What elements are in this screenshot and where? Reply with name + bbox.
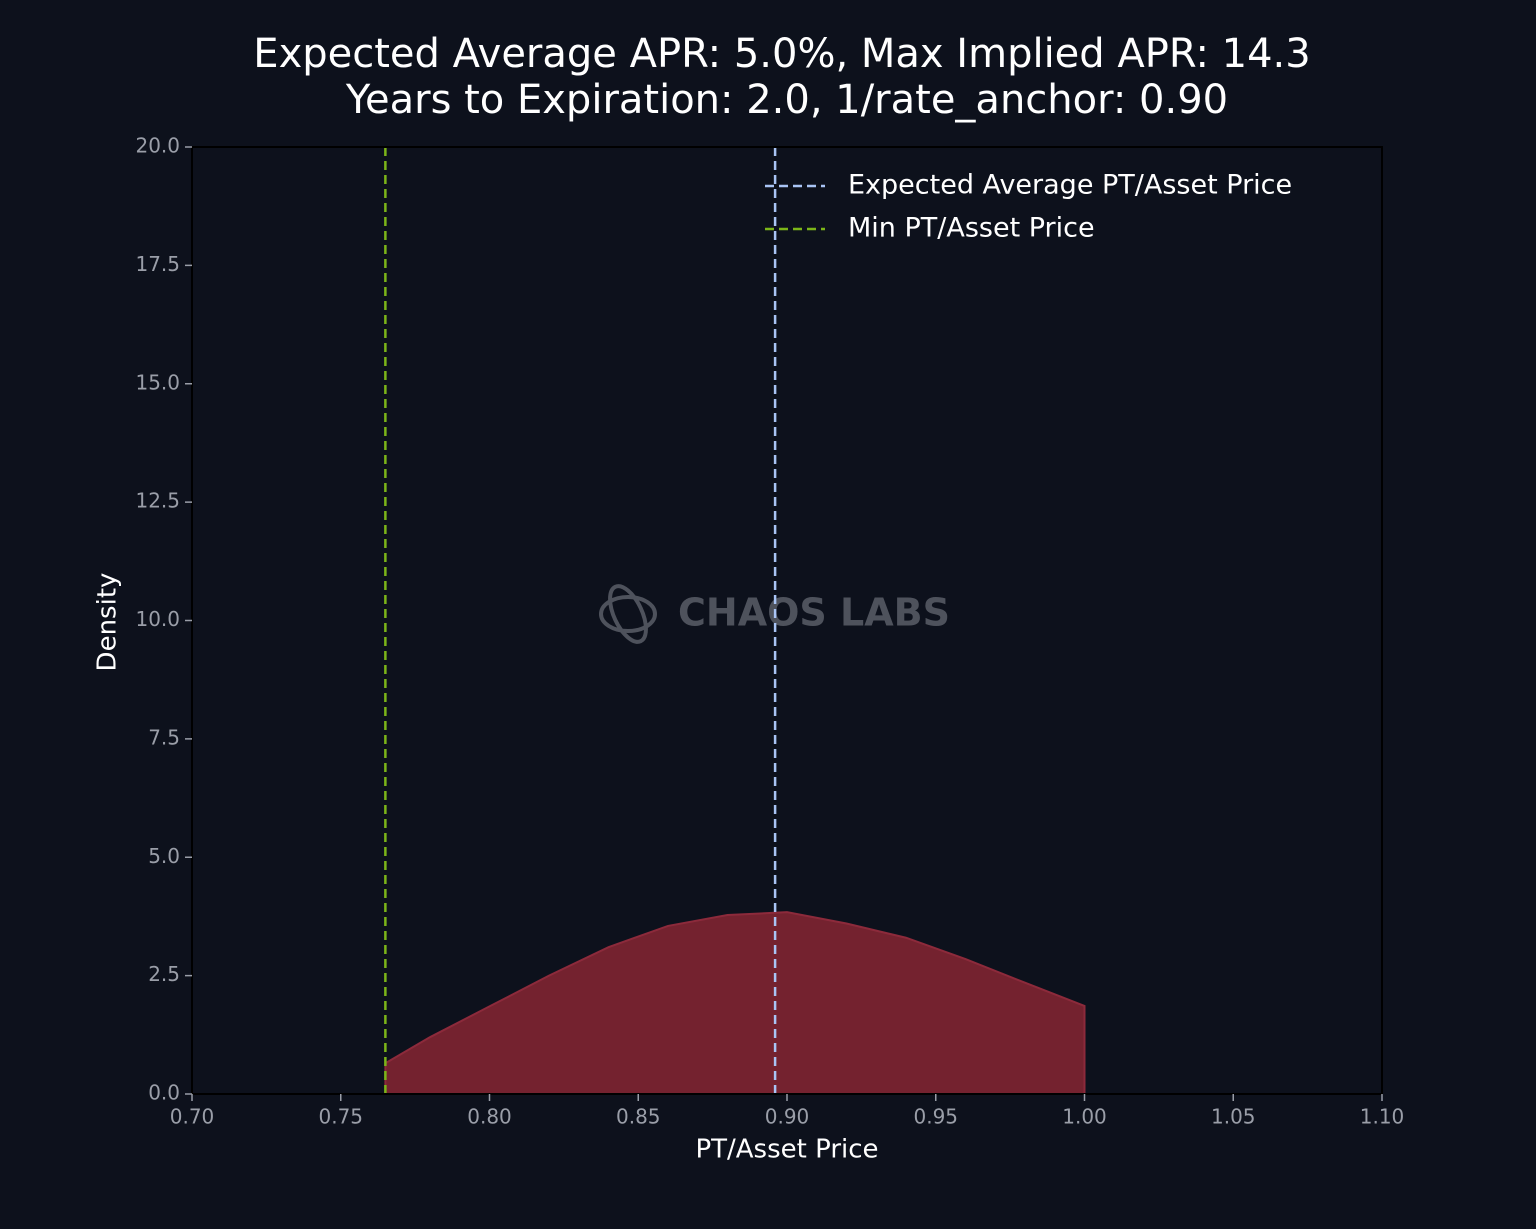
chart-title: Years to Expiration: 2.0, 1/rate_anchor:…	[345, 77, 1228, 123]
watermark: CHAOS LABS	[599, 584, 950, 644]
watermark-text: CHAOS LABS	[678, 591, 950, 635]
y-tick-label: 0.0	[148, 1081, 180, 1105]
y-tick-label: 5.0	[148, 844, 180, 868]
y-tick-label: 12.5	[135, 489, 180, 513]
x-axis-label: PT/Asset Price	[695, 1135, 878, 1165]
legend-label: Expected Average PT/Asset Price	[848, 170, 1292, 201]
y-tick-label: 17.5	[135, 252, 180, 276]
x-tick-label: 0.85	[616, 1105, 661, 1129]
y-tick-label: 10.0	[135, 607, 180, 631]
x-tick-label: 1.10	[1360, 1105, 1405, 1129]
chart-title: Expected Average APR: 5.0%, Max Implied …	[253, 31, 1310, 77]
y-tick-label: 20.0	[135, 134, 180, 158]
watermark-logo	[608, 584, 648, 644]
y-tick-label: 2.5	[148, 962, 180, 986]
x-tick-label: 1.05	[1211, 1105, 1256, 1129]
y-tick-label: 7.5	[148, 725, 180, 749]
x-tick-label: 0.90	[765, 1105, 810, 1129]
x-tick-label: 1.00	[1062, 1105, 1107, 1129]
x-tick-label: 0.75	[318, 1105, 363, 1129]
x-tick-label: 0.80	[467, 1105, 512, 1129]
y-tick-label: 15.0	[135, 370, 180, 394]
x-tick-label: 0.70	[170, 1105, 215, 1129]
watermark-logo	[599, 595, 657, 633]
density-area	[384, 911, 1086, 1095]
legend-label: Min PT/Asset Price	[848, 213, 1095, 244]
x-tick-label: 0.95	[913, 1105, 958, 1129]
y-axis-label: Density	[93, 573, 123, 672]
